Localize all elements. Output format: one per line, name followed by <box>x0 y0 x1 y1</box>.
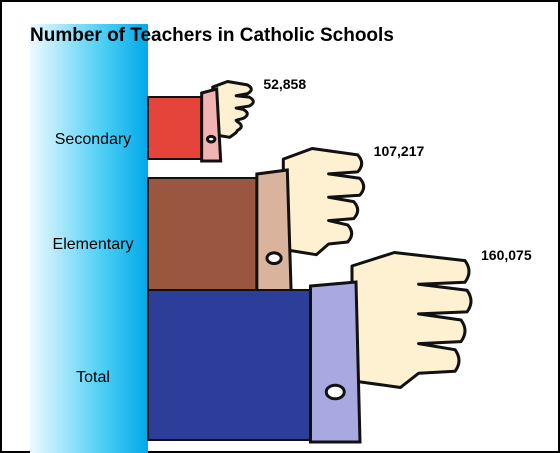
cufflink <box>324 383 346 401</box>
sleeve <box>147 96 203 160</box>
value-label: 107,217 <box>374 143 425 159</box>
category-label: Total <box>76 369 110 386</box>
hand <box>211 80 255 139</box>
value-label: 52,858 <box>263 76 306 92</box>
wall-strip <box>30 24 148 453</box>
arms <box>147 80 473 444</box>
hand <box>281 147 366 257</box>
arm <box>147 147 366 300</box>
cufflink <box>265 251 283 266</box>
sleeve <box>147 289 312 441</box>
cufflink <box>205 134 217 144</box>
arm <box>147 80 255 163</box>
value-label: 160,075 <box>481 247 532 263</box>
category-label: Elementary <box>53 236 134 253</box>
cuff <box>309 280 362 444</box>
category-label: Secondary <box>55 131 132 148</box>
chart-title: Number of Teachers in Catholic Schools <box>30 25 394 46</box>
hand <box>350 251 473 389</box>
cuff <box>200 87 223 163</box>
sleeve <box>147 177 258 297</box>
cuff <box>255 168 293 300</box>
arm <box>147 251 473 444</box>
